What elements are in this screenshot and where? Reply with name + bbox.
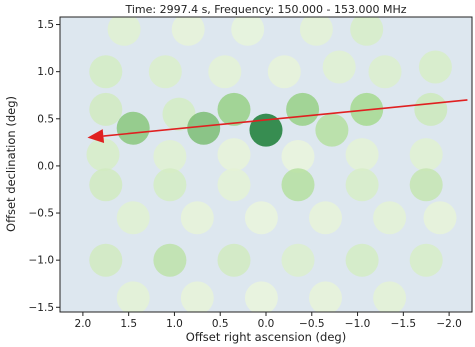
beam-marker	[187, 111, 221, 145]
beam-marker	[309, 201, 342, 235]
beam-marker	[180, 281, 214, 312]
beam-marker	[231, 17, 265, 46]
beam-marker	[281, 243, 315, 277]
beam-marker	[345, 243, 379, 277]
beam-marker	[116, 281, 150, 312]
beam-marker	[409, 243, 443, 277]
beam-marker	[373, 201, 407, 235]
y-axis: 1.5 1.0 0.5 0.0 −0.5 −1.0 −1.5	[29, 19, 60, 314]
beam-marker	[89, 168, 123, 202]
beam-marker	[299, 17, 333, 46]
y-tick-label: 0.5	[37, 113, 54, 125]
chart-title: Time: 2997.4 s, Frequency: 150.000 - 153…	[124, 3, 406, 16]
y-axis-label: Offset declination (deg)	[4, 96, 18, 232]
beam-marker	[208, 55, 242, 89]
x-axis-label: Offset right ascension (deg)	[186, 330, 346, 344]
x-axis: 2.0 1.5 1.0 0.5 0.0 −0.5 −1.0 −1.5 −2.0	[75, 312, 462, 330]
beam-marker	[244, 201, 278, 235]
beam-marker	[368, 55, 402, 89]
beam-marker	[116, 111, 150, 145]
beam-marker	[171, 17, 205, 46]
beam-marker	[409, 138, 443, 172]
beam-marker	[309, 281, 342, 312]
y-tick-label: −1.5	[29, 302, 55, 314]
beam-marker	[373, 281, 407, 312]
beam-marker	[217, 92, 251, 126]
y-tick-label: 1.5	[37, 19, 54, 31]
beam-marker	[153, 168, 187, 202]
beam-marker	[148, 55, 182, 89]
beam-marker	[322, 50, 356, 84]
beam-marker	[281, 168, 315, 202]
beam-marker	[217, 138, 251, 172]
beam-marker	[267, 55, 301, 89]
trajectory-arrow-head	[87, 129, 105, 144]
x-tick-label: −1.5	[391, 318, 417, 330]
beam-marker	[89, 92, 123, 126]
beam-marker	[249, 113, 283, 147]
beam-layer	[86, 17, 457, 312]
beam-marker	[86, 138, 120, 172]
x-tick-label: −1.0	[345, 318, 371, 330]
trajectory-arrow-line	[103, 99, 468, 137]
beam-marker	[116, 201, 150, 235]
beam-marker	[345, 138, 379, 172]
beam-marker	[409, 168, 443, 202]
beam-marker	[418, 50, 452, 84]
y-tick-label: 0.0	[37, 160, 54, 172]
beam-marker	[217, 243, 251, 277]
arrow-layer	[87, 99, 468, 144]
x-tick-label: 0.5	[212, 318, 229, 330]
y-tick-label: 1.0	[37, 66, 54, 78]
beam-marker	[281, 140, 315, 173]
beam-marker	[162, 97, 196, 131]
x-tick-label: 1.5	[120, 318, 137, 330]
beam-marker	[89, 55, 123, 89]
x-tick-label: 2.0	[75, 318, 92, 330]
beam-marker	[315, 113, 349, 147]
beam-marker	[107, 17, 141, 46]
beam-marker	[180, 201, 214, 235]
beam-marker	[345, 168, 379, 202]
x-tick-label: −2.0	[436, 318, 462, 330]
beam-marker	[244, 281, 278, 312]
x-tick-label: −0.5	[299, 318, 325, 330]
y-tick-label: −1.0	[29, 255, 55, 267]
beam-marker	[414, 92, 448, 126]
beam-marker	[153, 243, 187, 277]
beam-marker	[153, 140, 187, 173]
beam-marker	[217, 168, 251, 202]
y-tick-label: −0.5	[29, 208, 55, 220]
beam-marker	[286, 92, 320, 126]
beam-marker	[350, 17, 384, 46]
beam-marker	[89, 243, 123, 277]
x-tick-label: 0.0	[258, 318, 275, 330]
x-tick-label: 1.0	[166, 318, 183, 330]
plot-area-background	[60, 17, 472, 312]
beam-marker	[423, 201, 457, 235]
